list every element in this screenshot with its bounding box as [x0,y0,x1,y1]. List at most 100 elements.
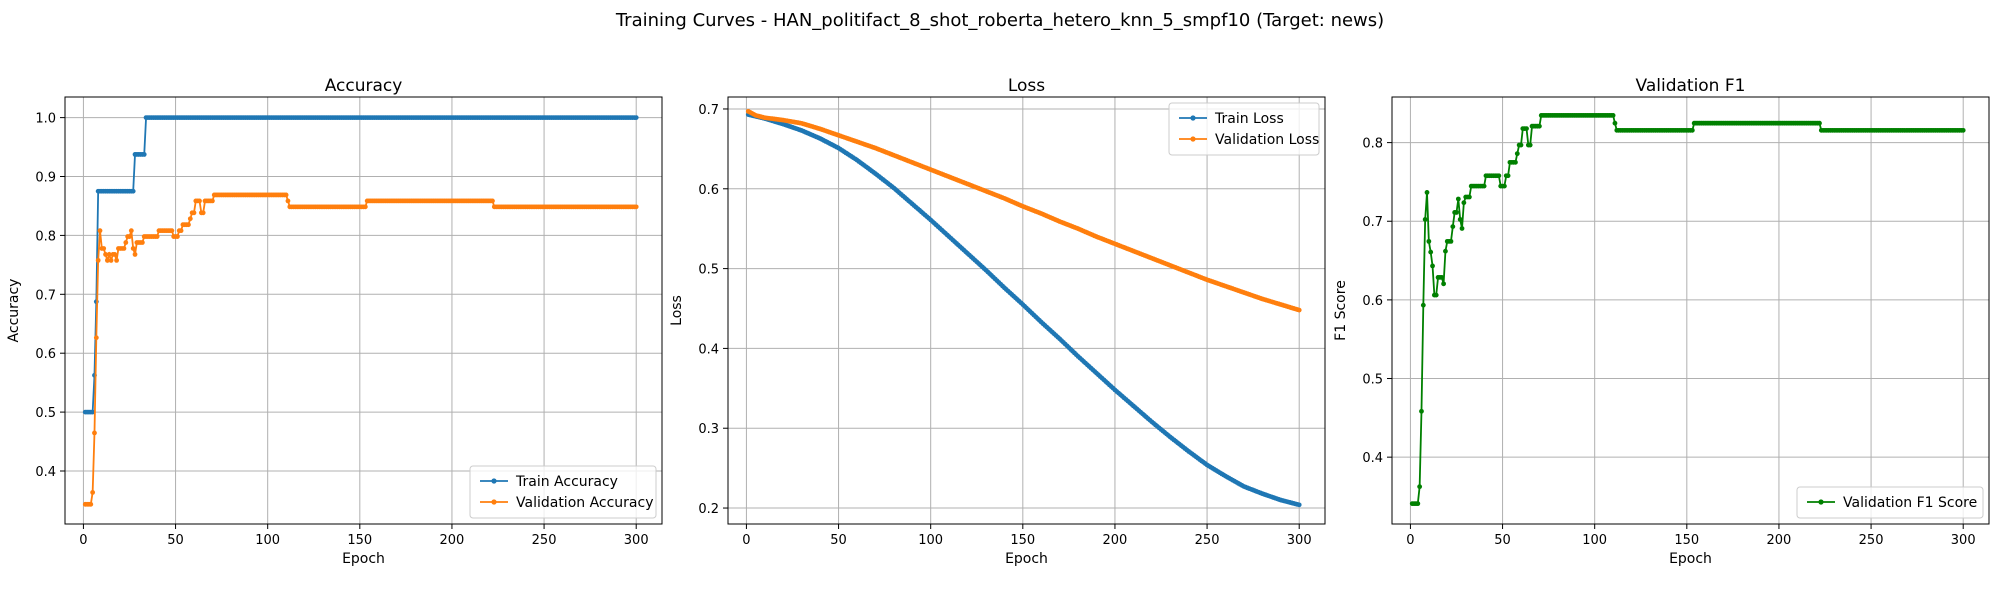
validation-loss-legend-label: Validation Loss [1215,132,1319,148]
validation-f1-xtick-label: 250 [1859,533,1884,548]
validation-f1-xtick-label: 300 [1951,533,1976,548]
validation-f1-title: Validation F1 [1636,76,1746,96]
train-accuracy-series [82,115,639,415]
validation-f1-score-point [1612,120,1618,126]
validation-loss-point [1296,307,1302,313]
validation-f1-score-point [1513,159,1518,165]
validation-accuracy-point [285,198,291,204]
validation-f1-score-point [1424,189,1430,195]
accuracy-xtick-label: 150 [347,533,372,548]
validation-accuracy-point [197,198,202,204]
validation-f1-score-point [1518,142,1524,148]
validation-accuracy-point [210,198,215,204]
accuracy-ylabel: Accuracy [6,279,22,343]
validation-f1-score-point [1419,408,1424,414]
validation-f1-panel: 0 50 100 150 200 250 300 0.4 0.5 0.6 0.7 0.8 Validat… [1333,76,1990,567]
validation-f1-xlabel: Epoch [1669,551,1712,567]
validation-f1-xtick-label: 100 [1582,533,1607,548]
accuracy-ytick-label: 0.6 [35,347,56,362]
train-accuracy-line [85,116,637,413]
accuracy-legend: Train Accuracy Validation Accuracy [469,465,657,519]
validation-f1-score-series [1409,113,1966,507]
loss-legend-box [1168,102,1320,156]
validation-accuracy-point [139,240,145,245]
accuracy-xtick-label: 0 [79,533,87,548]
validation-f1-plot-frame [1391,96,1990,525]
accuracy-plot-frame [64,96,663,525]
validation-f1-score-point [1610,113,1616,118]
validation-accuracy-point [178,228,184,234]
loss-ylabel: Loss [669,295,685,326]
validation-accuracy-point [114,257,119,263]
loss-xtick-label: 200 [1103,533,1128,548]
validation-f1-ylabel: F1 Score [1333,280,1349,341]
validation-f1-score-point [1426,238,1432,244]
validation-f1-score-point [1461,200,1467,206]
loss-ytick-label: 0.7 [698,103,719,118]
loss-legend: Train Loss Validation Loss [1168,102,1320,156]
validation-accuracy-point [283,192,289,198]
train-accuracy-legend-marker [491,478,497,484]
validation-accuracy-point [187,216,193,222]
validation-f1-ytick-label: 0.8 [1362,137,1383,152]
loss-xtick-label: 100 [918,533,943,548]
validation-accuracy-point [123,240,129,245]
validation-f1-score-point [1459,226,1465,231]
validation-accuracy-point [175,234,180,239]
accuracy-title: Accuracy [325,76,403,96]
validation-accuracy-point [104,257,110,263]
validation-accuracy-point [130,246,136,251]
validation-f1-score-point [1422,217,1428,222]
accuracy-ytick-label: 0.5 [35,406,56,421]
validation-accuracy-point [106,252,112,257]
validation-accuracy-point [97,228,103,234]
validation-accuracy-series [82,192,639,507]
validation-accuracy-point [186,222,191,228]
accuracy-panel: 0 50 100 150 200 250 300 0.4 0.5 0.6 0.7 0.8 0.9 1.0 A… [6,76,663,567]
accuracy-xtick-label: 300 [624,533,649,548]
validation-accuracy-point [128,228,134,234]
accuracy-xtick-label: 100 [255,533,280,548]
validation-accuracy-point [154,234,160,239]
validation-f1-score-point [1455,196,1461,202]
validation-f1-score-point [1448,238,1454,244]
accuracy-xtick-label: 50 [167,533,184,548]
validation-accuracy-point [169,228,175,234]
validation-f1-score-point [1443,248,1448,254]
figure-title: Training Curves - HAN_politifact_8_shot_… [615,10,1384,31]
validation-f1-score-point [1817,120,1822,126]
loss-xtick-label: 300 [1287,533,1312,548]
loss-xtick-label: 250 [1195,533,1220,548]
validation-f1-score-point [1505,173,1511,179]
validation-f1-score-point [1496,173,1502,179]
loss-xtick-label: 50 [830,533,847,548]
validation-accuracy-point [362,204,368,210]
train-accuracy-point [90,409,96,415]
validation-accuracy-point [127,234,132,239]
validation-f1-score-point [1514,151,1520,157]
validation-accuracy-point [121,246,127,251]
train-accuracy-point [130,188,136,194]
accuracy-xtick-label: 200 [440,533,465,548]
validation-f1-score-point [1450,224,1456,229]
validation-accuracy-point [90,490,96,495]
validation-f1-score-point [1439,274,1445,280]
loss-plot-frame [727,96,1326,525]
loss-ytick-label: 0.2 [698,502,719,517]
validation-f1-score-point [1466,194,1472,200]
validation-f1-score-point [1960,127,1966,133]
validation-accuracy-point [200,210,206,216]
accuracy-xtick-label: 250 [532,533,557,548]
validation-f1-score-point [1502,183,1507,189]
validation-accuracy-point [191,210,197,216]
validation-f1-xtick-label: 0 [1406,533,1414,548]
train-loss-legend-marker [1190,115,1196,121]
loss-ytick-label: 0.6 [698,183,719,198]
validation-f1-ytick-label: 0.5 [1362,373,1383,388]
validation-f1-score-point [1457,217,1463,222]
validation-f1-score-point [1527,142,1533,148]
accuracy-ytick-label: 0.4 [35,465,56,480]
train-accuracy-point [633,115,639,121]
validation-accuracy-point [633,204,639,210]
